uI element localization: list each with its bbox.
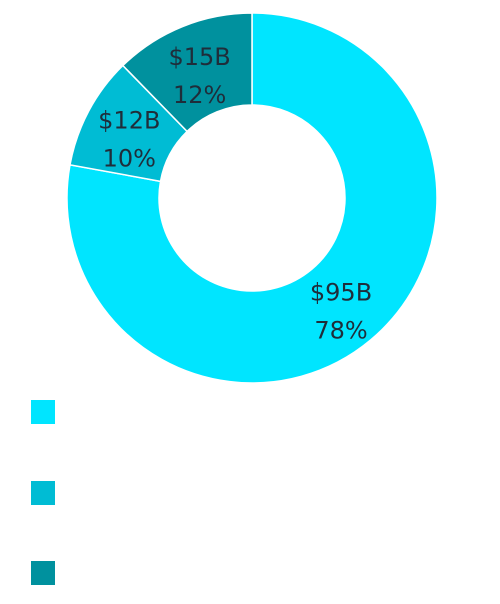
slice-value-label-2: $15B: [168, 43, 230, 71]
slice-value-label-1: $12B: [98, 107, 160, 135]
legend-swatch-2: [31, 561, 55, 585]
slice-value-label-0: $95B: [310, 279, 372, 307]
legend-swatch-0: [31, 400, 55, 424]
slice-percent-label-0: 78%: [314, 317, 367, 345]
donut-slice-0: [66, 12, 438, 384]
donut-slice-2: [121, 12, 253, 133]
slice-percent-label-1: 10%: [103, 145, 156, 173]
slice-percent-label-2: 12%: [173, 81, 226, 109]
legend-swatch-1: [31, 481, 55, 505]
